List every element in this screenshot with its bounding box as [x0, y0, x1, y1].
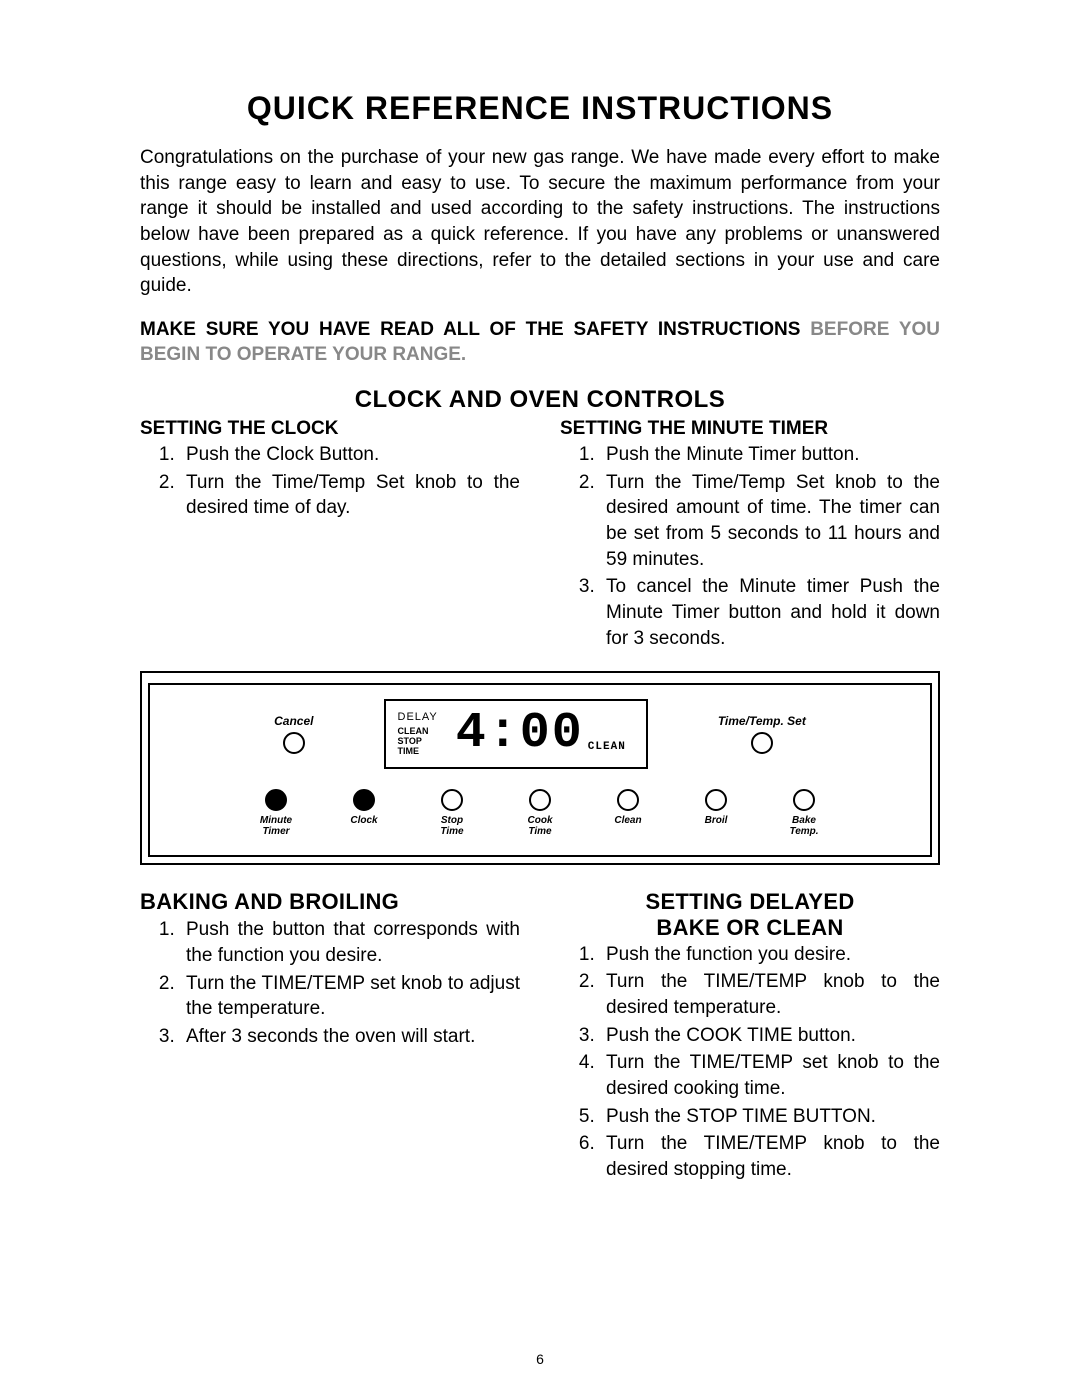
delayed-title-line2: BAKE OR CLEAN: [656, 915, 843, 940]
digital-clean-label: CLEAN: [588, 742, 626, 753]
clock-controls-columns: SETTING THE CLOCK Push the Clock Button.…: [140, 418, 940, 653]
setting-minute-title: SETTING THE MINUTE TIMER: [560, 418, 940, 440]
cancel-knob-icon: [283, 732, 305, 754]
delayed-bake-col: SETTING DELAYED BAKE OR CLEAN Push the f…: [560, 889, 940, 1184]
panel-button-icon: [529, 789, 551, 811]
panel-button-group: Broil: [691, 789, 741, 837]
setting-clock-title: SETTING THE CLOCK: [140, 418, 520, 440]
timetemp-knob-icon: [751, 732, 773, 754]
list-item: Turn the TIME/TEMP knob to the desired s…: [600, 1131, 940, 1182]
timetemp-knob-label: Time/Temp. Set: [718, 714, 806, 728]
list-item: Turn the TIME/TEMP knob to the desired t…: [600, 969, 940, 1020]
list-item: Turn the TIME/TEMP set knob to the desir…: [600, 1050, 940, 1101]
time-label: TIME: [398, 747, 438, 757]
list-item: Push the COOK TIME button.: [600, 1023, 940, 1049]
timetemp-knob-group: Time/Temp. Set: [718, 714, 806, 754]
delayed-title-line1: SETTING DELAYED: [645, 889, 854, 914]
panel-button-group: StopTime: [427, 789, 477, 837]
setting-clock-col: SETTING THE CLOCK Push the Clock Button.…: [140, 418, 520, 653]
baking-broiling-title: BAKING AND BROILING: [140, 889, 520, 915]
list-item: Push the Minute Timer button.: [600, 442, 940, 468]
panel-button-group: Clock: [339, 789, 389, 837]
digital-time: 4:00: [456, 709, 584, 759]
panel-button-group: Clean: [603, 789, 653, 837]
list-item: Turn the Time/Temp Set knob to the desir…: [600, 470, 940, 573]
panel-button-icon: [353, 789, 375, 811]
setting-clock-steps: Push the Clock Button. Turn the Time/Tem…: [140, 442, 520, 521]
panel-button-label: Clock: [350, 815, 377, 826]
list-item: To cancel the Minute timer Push the Minu…: [600, 574, 940, 651]
intro-paragraph: Congratulations on the purchase of your …: [140, 145, 940, 299]
setting-minute-steps: Push the Minute Timer button. Turn the T…: [560, 442, 940, 651]
panel-button-label: StopTime: [440, 815, 463, 837]
delayed-bake-title: SETTING DELAYED BAKE OR CLEAN: [560, 889, 940, 940]
control-panel-diagram: Cancel DELAY CLEAN STOP TIME 4:00 CLEAN: [140, 671, 940, 865]
cancel-knob-group: Cancel: [274, 714, 313, 754]
bottom-sections: BAKING AND BROILING Push the button that…: [140, 889, 940, 1184]
safety-warning: MAKE SURE YOU HAVE READ ALL OF THE SAFET…: [140, 317, 940, 368]
panel-button-label: Clean: [614, 815, 641, 826]
digital-display: 4:00 CLEAN: [456, 709, 626, 759]
list-item: Turn the Time/Temp Set knob to the desir…: [180, 470, 520, 521]
warning-line1: MAKE SURE YOU HAVE READ ALL OF THE SAFET…: [140, 319, 800, 340]
setting-minute-col: SETTING THE MINUTE TIMER Push the Minute…: [560, 418, 940, 653]
cancel-knob-label: Cancel: [274, 714, 313, 728]
page-title: QUICK REFERENCE INSTRUCTIONS: [140, 90, 940, 127]
panel-button-label: MinuteTimer: [260, 815, 292, 837]
list-item: Push the STOP TIME BUTTON.: [600, 1104, 940, 1130]
manual-page: QUICK REFERENCE INSTRUCTIONS Congratulat…: [0, 0, 1080, 1397]
delay-label: DELAY: [398, 711, 438, 723]
baking-broiling-col: BAKING AND BROILING Push the button that…: [140, 889, 520, 1184]
panel-button-label: CookTime: [528, 815, 553, 837]
panel-button-group: CookTime: [515, 789, 565, 837]
panel-button-label: BakeTemp.: [789, 815, 818, 837]
display-side-labels: DELAY CLEAN STOP TIME: [398, 711, 438, 757]
panel-button-icon: [617, 789, 639, 811]
display-box: DELAY CLEAN STOP TIME 4:00 CLEAN: [384, 699, 648, 769]
clock-oven-section-title: CLOCK AND OVEN CONTROLS: [140, 386, 940, 414]
list-item: Push the Clock Button.: [180, 442, 520, 468]
list-item: Push the function you desire.: [600, 942, 940, 968]
panel-bottom-row: MinuteTimer Clock StopTime CookTime Clean Bro…: [180, 789, 900, 837]
baking-broiling-steps: Push the button that corresponds with th…: [140, 917, 520, 1049]
panel-button-icon: [705, 789, 727, 811]
list-item: Push the button that corresponds with th…: [180, 917, 520, 968]
list-item: After 3 seconds the oven will start.: [180, 1024, 520, 1050]
panel-top-row: Cancel DELAY CLEAN STOP TIME 4:00 CLEAN: [180, 699, 900, 769]
delayed-bake-steps: Push the function you desire. Turn the T…: [560, 942, 940, 1183]
page-number: 6: [0, 1351, 1080, 1367]
panel-button-group: BakeTemp.: [779, 789, 829, 837]
list-item: Turn the TIME/TEMP set knob to adjust th…: [180, 971, 520, 1022]
panel-button-label: Broil: [705, 815, 728, 826]
control-panel-inner: Cancel DELAY CLEAN STOP TIME 4:00 CLEAN: [148, 683, 932, 857]
panel-button-icon: [265, 789, 287, 811]
panel-button-icon: [793, 789, 815, 811]
panel-button-icon: [441, 789, 463, 811]
panel-button-group: MinuteTimer: [251, 789, 301, 837]
